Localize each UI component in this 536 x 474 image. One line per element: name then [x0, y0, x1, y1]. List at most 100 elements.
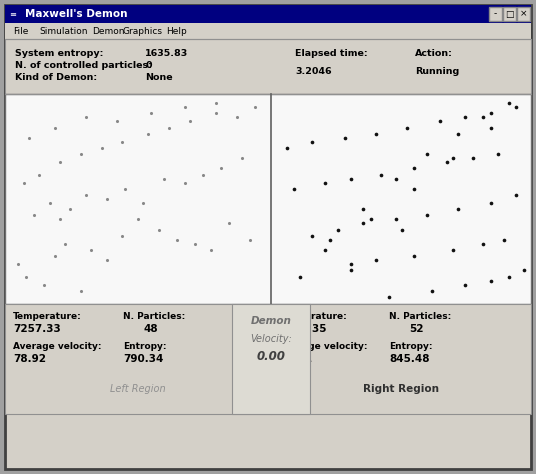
Text: 48: 48	[143, 324, 158, 334]
Point	[98, 144, 106, 152]
Point	[118, 138, 126, 146]
Text: Average velocity:: Average velocity:	[13, 342, 101, 351]
Text: 52: 52	[409, 324, 423, 334]
Bar	[5, 94, 531, 304]
Point	[40, 281, 49, 289]
Point	[487, 199, 495, 207]
Point	[87, 246, 95, 254]
Text: N. of controlled particles:: N. of controlled particles:	[15, 61, 152, 70]
Point	[217, 164, 226, 172]
Point	[50, 252, 59, 260]
Bar	[5, 39, 531, 94]
Point	[46, 199, 54, 207]
Text: N. Particles:: N. Particles:	[123, 312, 185, 321]
Point	[61, 240, 70, 248]
Bar	[489, 7, 502, 21]
Text: Action:: Action:	[415, 49, 453, 58]
Point	[346, 261, 355, 268]
Point	[35, 171, 43, 178]
Point	[237, 155, 246, 162]
Point	[443, 158, 452, 166]
Point	[29, 211, 38, 219]
Text: Entropy:: Entropy:	[123, 342, 167, 351]
Text: Temperature:: Temperature:	[279, 312, 348, 321]
Text: □: □	[505, 9, 513, 18]
Point	[461, 281, 470, 289]
Text: Average velocity:: Average velocity:	[279, 342, 368, 351]
Text: ≡: ≡	[9, 10, 16, 19]
Text: Demon: Demon	[92, 27, 124, 36]
Point	[212, 100, 220, 107]
Bar	[5, 304, 271, 414]
Point	[245, 236, 254, 244]
Point	[121, 185, 129, 192]
Point	[367, 216, 375, 223]
Point	[494, 150, 503, 158]
Point	[165, 124, 174, 131]
Point	[77, 287, 85, 295]
Point	[453, 130, 462, 137]
Point	[81, 191, 90, 199]
Text: 3.2046: 3.2046	[295, 67, 332, 76]
Point	[173, 236, 181, 244]
Text: 0: 0	[145, 61, 152, 70]
Point	[403, 124, 411, 131]
Point	[468, 155, 477, 162]
Point	[66, 205, 75, 213]
Text: None: None	[145, 73, 173, 82]
Point	[233, 114, 241, 121]
Text: Temperature:: Temperature:	[13, 312, 82, 321]
Text: Right Region: Right Region	[363, 384, 439, 394]
Text: Help: Help	[167, 27, 187, 36]
Point	[212, 109, 220, 117]
Text: Left Region: Left Region	[110, 384, 166, 394]
Point	[56, 216, 64, 223]
Text: 1635.83: 1635.83	[145, 49, 188, 58]
Point	[499, 236, 508, 244]
Point	[81, 114, 90, 121]
Point	[512, 191, 520, 199]
Point	[346, 266, 355, 274]
Point	[295, 273, 304, 280]
Text: 0.00: 0.00	[257, 350, 286, 363]
Point	[423, 150, 431, 158]
Point	[359, 219, 368, 227]
Point	[448, 246, 457, 254]
Text: ×: ×	[520, 9, 527, 18]
Point	[102, 195, 111, 203]
Point	[25, 134, 33, 142]
Point	[199, 171, 207, 178]
Point	[22, 273, 31, 280]
Text: Elapsed time:: Elapsed time:	[295, 49, 368, 58]
Point	[191, 240, 199, 248]
Point	[181, 103, 189, 111]
Point	[282, 144, 291, 152]
Point	[519, 266, 528, 274]
Point	[410, 252, 419, 260]
Point	[14, 261, 23, 268]
Point	[392, 175, 401, 182]
Point	[56, 158, 64, 166]
Point	[487, 277, 495, 284]
Point	[77, 150, 85, 158]
Point	[487, 109, 495, 117]
Point	[504, 100, 513, 107]
Point	[251, 103, 259, 111]
Text: 845.48: 845.48	[389, 354, 429, 364]
Point	[326, 236, 334, 244]
Point	[118, 232, 126, 239]
Point	[181, 179, 189, 186]
Point	[102, 256, 111, 264]
Point	[392, 216, 401, 223]
Point	[435, 118, 444, 125]
Point	[479, 240, 487, 248]
Point	[113, 118, 122, 125]
Text: -: -	[494, 9, 497, 18]
Point	[428, 287, 436, 295]
Point	[397, 226, 406, 233]
Bar	[232, 304, 310, 414]
Text: File: File	[13, 27, 28, 36]
Point	[341, 134, 349, 142]
Point	[359, 205, 368, 213]
Point	[206, 246, 215, 254]
